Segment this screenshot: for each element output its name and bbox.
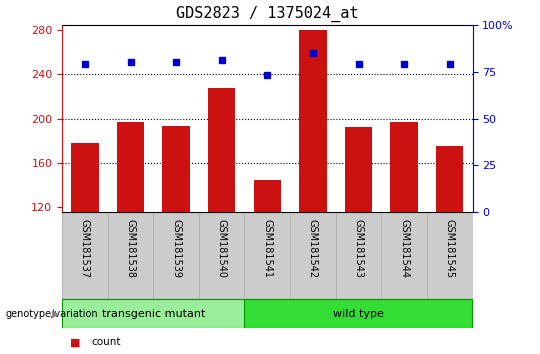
Text: GSM181538: GSM181538 [125, 219, 136, 278]
Bar [436, 146, 463, 212]
Text: GSM181540: GSM181540 [217, 219, 227, 278]
Text: GSM181544: GSM181544 [399, 219, 409, 278]
Text: count: count [92, 337, 122, 347]
Text: ▶: ▶ [52, 309, 59, 319]
Bar [163, 126, 190, 212]
Text: GSM181537: GSM181537 [80, 219, 90, 279]
Text: GSM181545: GSM181545 [445, 219, 455, 279]
Bar [208, 88, 235, 212]
Text: transgenic mutant: transgenic mutant [102, 309, 205, 319]
Text: GSM181542: GSM181542 [308, 219, 318, 279]
Text: ■: ■ [70, 337, 80, 347]
Bar [71, 143, 99, 212]
Bar [345, 127, 372, 212]
Text: GSM181539: GSM181539 [171, 219, 181, 278]
Text: GSM181541: GSM181541 [262, 219, 272, 278]
Text: GSM181543: GSM181543 [354, 219, 363, 278]
Text: wild type: wild type [333, 309, 384, 319]
Bar [117, 122, 144, 212]
Bar [299, 30, 327, 212]
Text: genotype/variation: genotype/variation [5, 309, 98, 319]
Bar [390, 122, 418, 212]
Bar [62, 299, 245, 328]
Bar [254, 181, 281, 212]
Bar [245, 299, 472, 328]
Title: GDS2823 / 1375024_at: GDS2823 / 1375024_at [176, 6, 359, 22]
